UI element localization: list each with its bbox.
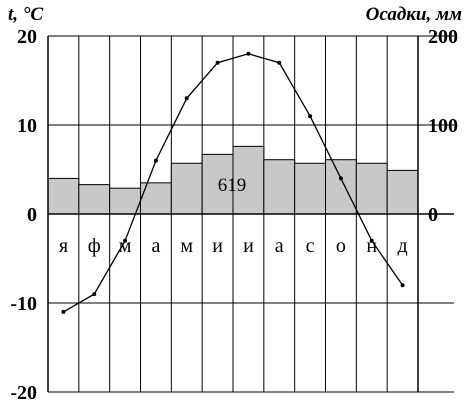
- right-axis-title: Осадки, мм: [366, 4, 462, 25]
- temperature-point: [246, 51, 251, 56]
- precipitation-tick-label: 200: [428, 26, 458, 48]
- temperature-tick-label: 0: [27, 204, 37, 226]
- temperature-point: [153, 158, 158, 163]
- precipitation-bar: [109, 187, 141, 215]
- temperature-point: [184, 96, 189, 101]
- temperature-tick-label: 20: [17, 26, 37, 48]
- temperature-line: [61, 51, 405, 314]
- precipitation-bar: [386, 169, 419, 215]
- temperature-point: [215, 60, 220, 65]
- precipitation-bar: [294, 162, 326, 215]
- month-label: ф: [88, 235, 101, 257]
- month-label: н: [366, 235, 377, 257]
- temperature-point: [92, 292, 97, 297]
- month-label: я: [59, 235, 68, 257]
- month-label: и: [212, 235, 223, 257]
- month-label: м: [180, 235, 193, 257]
- temperature-point: [277, 60, 282, 65]
- precipitation-bar: [355, 162, 388, 215]
- precipitation-bar: [325, 159, 357, 215]
- month-label: о: [336, 235, 346, 257]
- left-axis-title: t, °C: [8, 4, 43, 25]
- precipitation-bar: [201, 153, 234, 215]
- precipitation-bar: [232, 145, 265, 215]
- precipitation-bar: [78, 184, 111, 215]
- precipitation-tick-label: 100: [428, 115, 458, 137]
- precipitation-bar: [47, 177, 80, 215]
- temperature-point: [400, 283, 405, 288]
- temperature-series-line: [63, 53, 404, 313]
- temperature-point: [308, 114, 313, 119]
- annual-precipitation-label: 619: [218, 175, 247, 196]
- precipitation-bar: [170, 162, 203, 215]
- month-label: с: [306, 235, 315, 257]
- temperature-point: [123, 238, 128, 243]
- month-label: а: [151, 235, 160, 257]
- temperature-point: [61, 309, 66, 314]
- precipitation-tick-label: 0: [428, 204, 438, 226]
- precipitation-bars: [47, 145, 419, 215]
- chart-axes: [47, 36, 454, 392]
- temperature-tick-label: -20: [10, 382, 37, 404]
- month-label: и: [243, 235, 254, 257]
- month-label: м: [119, 235, 132, 257]
- temperature-point: [369, 238, 374, 243]
- temperature-tick-label: -10: [10, 293, 37, 315]
- month-label: а: [275, 235, 284, 257]
- month-label: д: [397, 235, 407, 257]
- temperature-tick-label: 10: [17, 115, 37, 137]
- precipitation-bar: [263, 159, 296, 215]
- temperature-point: [338, 176, 343, 181]
